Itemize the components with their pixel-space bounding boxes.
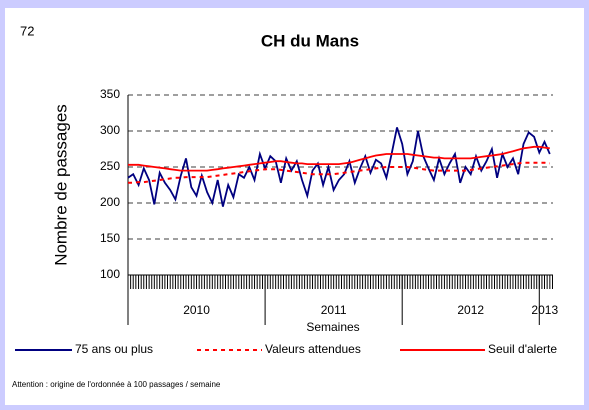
y-tick-label: 350 xyxy=(100,87,120,101)
panel xyxy=(5,8,584,405)
x-tick-label: 2012 xyxy=(457,303,484,317)
y-tick-label: 100 xyxy=(100,267,120,281)
series-line xyxy=(128,161,550,184)
legend-label: Seuil d'alerte xyxy=(488,342,557,356)
y-tick-label: 300 xyxy=(100,123,120,137)
x-tick-label: 2013 xyxy=(531,303,558,317)
chart-title: CH du Mans xyxy=(261,31,359,50)
series-line xyxy=(128,145,550,172)
y-tick-label: 200 xyxy=(100,195,120,209)
legend-label: Valeurs attendues xyxy=(265,342,361,356)
x-tick-label: 2011 xyxy=(321,303,347,317)
x-tick-label: 2010 xyxy=(183,303,210,317)
x-axis-label: Semaines xyxy=(306,320,359,334)
series-line xyxy=(127,127,551,207)
y-axis-label: Nombre de passages xyxy=(51,104,70,266)
legend-label: 75 ans ou plus xyxy=(75,342,153,356)
y-tick-label: 150 xyxy=(100,231,120,245)
page-number: 72 xyxy=(20,23,34,38)
footnote: Attention : origine de l'ordonnée à 100 … xyxy=(12,380,221,389)
y-tick-label: 250 xyxy=(100,159,120,173)
